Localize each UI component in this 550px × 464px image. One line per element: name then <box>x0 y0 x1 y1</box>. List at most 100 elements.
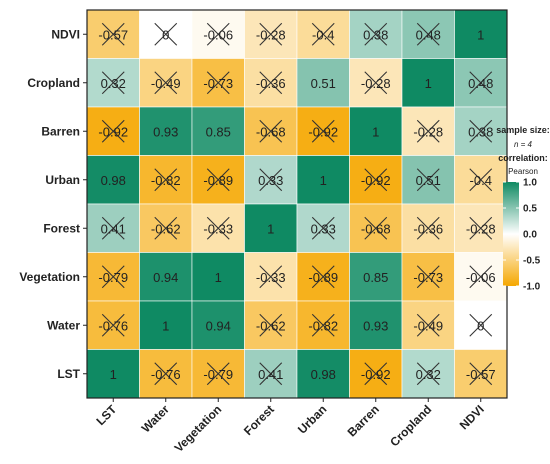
heatmap-cell <box>296 155 350 205</box>
cross-mark <box>101 216 125 240</box>
cell-value: -0.28 <box>413 124 443 139</box>
cell-value: 1 <box>267 221 274 236</box>
cross-mark <box>364 362 388 386</box>
row-label: LST <box>57 367 80 381</box>
cell-value: 1 <box>425 76 432 91</box>
cross-mark <box>469 119 493 143</box>
cell-value: 1 <box>372 124 379 139</box>
heatmap-cell <box>349 300 403 350</box>
cell-value: -0.36 <box>413 221 443 236</box>
cell-value: -0.4 <box>312 27 334 42</box>
legend-sample-size-title: sample size: <box>496 125 550 135</box>
cross-mark <box>469 216 493 240</box>
cross-mark <box>206 362 230 386</box>
cross-mark <box>416 216 440 240</box>
cell-value: 0 <box>162 27 169 42</box>
cell-value: 0.41 <box>101 221 126 236</box>
cross-mark <box>259 22 283 46</box>
cross-mark <box>259 265 283 289</box>
cell-value: -0.33 <box>256 270 286 285</box>
heatmap-cell <box>191 252 245 302</box>
legend-correlation-title: correlation: <box>498 153 548 163</box>
cross-mark <box>101 119 125 143</box>
cross-mark <box>154 71 178 95</box>
row-label: Barren <box>41 124 80 138</box>
cross-mark <box>311 119 335 143</box>
heatmap-cell <box>401 203 455 253</box>
cell-value: 0.38 <box>363 27 388 42</box>
cross-mark <box>259 313 283 337</box>
cell-value: 0.94 <box>153 270 178 285</box>
cross-mark <box>259 362 283 386</box>
row-label: Vegetation <box>19 270 80 284</box>
cell-value: -0.68 <box>256 124 286 139</box>
cell-value: 1 <box>320 173 327 188</box>
heatmap-cell <box>296 349 350 399</box>
cell-value: -0.62 <box>256 318 286 333</box>
cross-mark <box>416 22 440 46</box>
cell-value: -0.28 <box>256 27 286 42</box>
cross-mark <box>416 119 440 143</box>
cross-mark <box>416 362 440 386</box>
cross-mark <box>206 168 230 192</box>
cell-value: -0.76 <box>151 367 181 382</box>
cell-value: 1 <box>215 270 222 285</box>
cell-value: -0.68 <box>361 221 391 236</box>
cell-value: -0.28 <box>361 76 391 91</box>
cell-value: -0.57 <box>98 27 128 42</box>
cross-mark <box>416 265 440 289</box>
cell-value: 0.94 <box>206 318 231 333</box>
row-label: Cropland <box>27 76 80 90</box>
column-labels: LST Water Vegetation Forest Urban Barren Cropl… <box>93 398 487 455</box>
cell-value: 0 <box>477 318 484 333</box>
cross-mark <box>469 362 493 386</box>
column-label: Water <box>139 402 172 435</box>
cell-value: 0.48 <box>416 27 441 42</box>
cell-value: -0.92 <box>98 124 128 139</box>
heatmap-cell <box>139 106 193 156</box>
cell-value: -0.06 <box>203 27 233 42</box>
legend-tick-label: 1.0 <box>523 178 537 189</box>
cell-value: 0.93 <box>363 318 388 333</box>
cell-value: 0.32 <box>101 76 126 91</box>
cross-mark <box>364 216 388 240</box>
heatmap-cell <box>296 58 350 108</box>
heatmap-cells <box>86 9 508 399</box>
cross-mark <box>154 168 178 192</box>
column-label: Cropland <box>387 402 434 449</box>
cross-mark <box>259 168 283 192</box>
legend-method: Pearson <box>508 167 538 176</box>
cross-mark <box>311 216 335 240</box>
heatmap-cell <box>86 155 140 205</box>
cell-value: -0.76 <box>98 318 128 333</box>
legend-tick-label: -1.0 <box>523 282 541 293</box>
cell-value: 0.32 <box>416 367 441 382</box>
cell-value: 0.33 <box>258 173 283 188</box>
cross-mark <box>469 168 493 192</box>
cell-value: -0.89 <box>203 173 233 188</box>
heatmap-cell <box>191 106 245 156</box>
cell-value: -0.92 <box>361 173 391 188</box>
cell-value: -0.92 <box>308 124 338 139</box>
cell-value: -0.82 <box>308 318 338 333</box>
cell-value: 0.41 <box>258 367 283 382</box>
cross-mark <box>416 313 440 337</box>
column-label: Vegetation <box>172 402 225 455</box>
legend-tick-label: -0.5 <box>523 256 541 267</box>
cross-mark <box>469 71 493 95</box>
cell-value: -0.62 <box>151 221 181 236</box>
cell-value: 1 <box>110 367 117 382</box>
cross-mark <box>154 362 178 386</box>
cell-value: 1 <box>477 27 484 42</box>
cell-value: 0.48 <box>468 76 493 91</box>
cell-value: -0.4 <box>470 173 492 188</box>
cross-mark <box>259 119 283 143</box>
cross-mark <box>311 265 335 289</box>
cell-value: -0.49 <box>151 76 181 91</box>
cross-mark <box>101 313 125 337</box>
heatmap-cell <box>349 252 403 302</box>
cell-value: 0.33 <box>311 221 336 236</box>
heatmap-cell <box>454 9 508 59</box>
cell-value: -0.73 <box>203 76 233 91</box>
cross-mark <box>206 216 230 240</box>
